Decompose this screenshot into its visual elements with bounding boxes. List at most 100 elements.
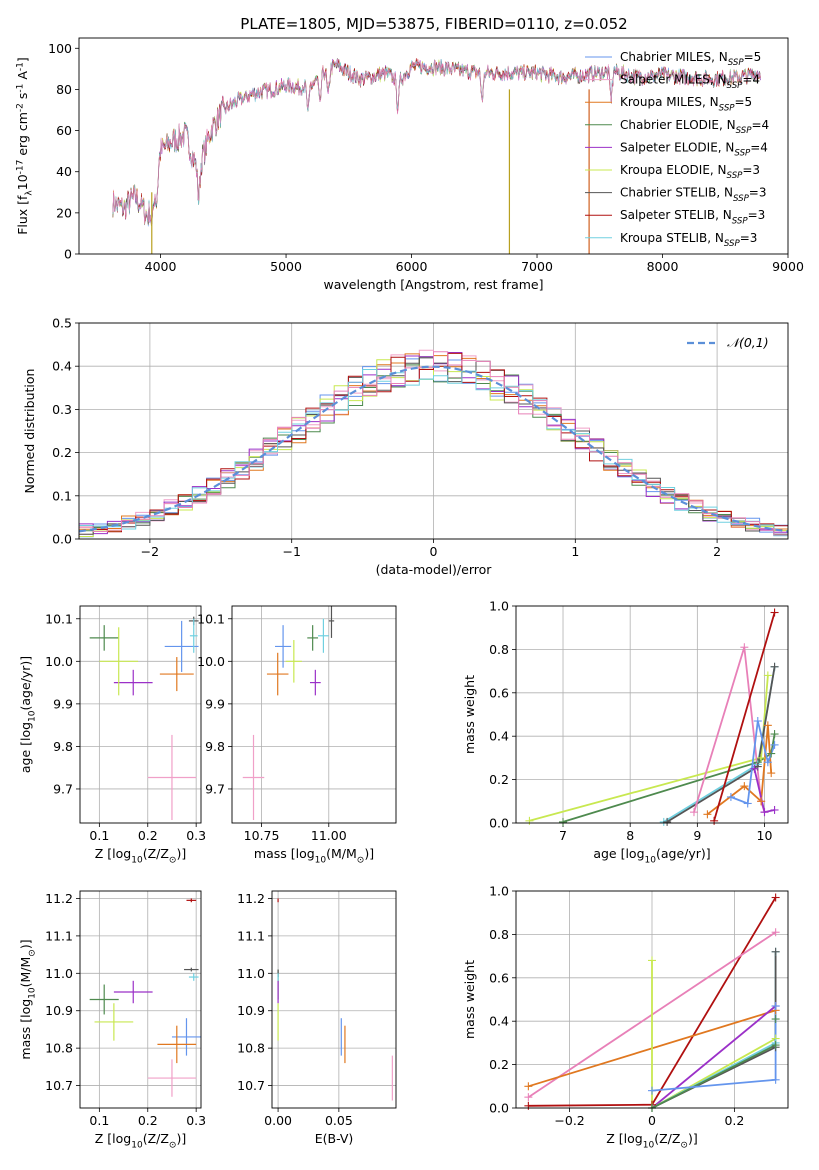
y-axis-label: Normed distribution	[22, 369, 37, 494]
y-tick-label: 10.7	[45, 1078, 73, 1093]
x-tick-label: 8	[626, 828, 634, 843]
x-axis-label: (data-model)/error	[376, 562, 493, 577]
axes-frame	[515, 605, 789, 824]
x-tick-label: 2	[713, 544, 721, 559]
x-tick-label: 0.2	[724, 1113, 744, 1128]
x-tick-label: 0.2	[138, 1113, 158, 1128]
y-tick-label: 0.2	[489, 772, 509, 787]
mass-vs-ebv-panel: 0.00 0.05 10.7 10.8 10.9 11.0 11.1 11.2 E(B-V)	[237, 890, 397, 1146]
y-tick-label: 11.2	[45, 891, 73, 906]
mass-weight-line	[651, 960, 777, 1108]
axes-frame	[515, 890, 789, 1109]
y-tick-label: 9.7	[53, 781, 73, 796]
y-tick-label: 9.9	[205, 696, 225, 711]
x-tick-label: 0.3	[186, 1113, 206, 1128]
y-tick-label: 80	[56, 82, 72, 97]
y-tick-label: 11.2	[237, 891, 265, 906]
axes-frame	[271, 890, 397, 1109]
residual-histogram-panel: −2 −1 0 1 2 0.0 0.1 0.2 0.3 0.4 0.5 (data-model)/er…	[22, 316, 789, 577]
y-tick-label: 0.8	[489, 927, 509, 942]
y-tick-label: 0.0	[489, 1101, 509, 1116]
x-tick-label: 0.3	[186, 828, 206, 843]
x-tick-label: 9	[693, 828, 701, 843]
y-tick-label: 10.1	[45, 611, 73, 626]
spectrum-model-line	[112, 58, 761, 225]
x-axis-label: Z [log10(Z/Z⊙)]	[95, 846, 186, 865]
y-tick-label: 0.2	[52, 445, 72, 460]
y-tick-label: 0.1	[52, 488, 72, 503]
x-tick-label: −0.2	[554, 1113, 584, 1128]
x-tick-label: 5000	[270, 259, 302, 274]
x-tick-label: −2	[141, 544, 159, 559]
x-tick-label: 10.75	[244, 828, 280, 843]
y-tick-label: 0.0	[52, 532, 72, 547]
x-tick-label: 7000	[521, 259, 553, 274]
legend-label: 𝒩(0,1)	[727, 335, 769, 350]
x-tick-label: 0.05	[325, 1113, 353, 1128]
plot-area	[89, 898, 201, 1097]
x-axis-label: wavelength [Angstrom, rest frame]	[323, 277, 543, 292]
legend-label: Kroupa MILES, NSSP=5	[620, 95, 752, 113]
y-tick-label: 20	[56, 205, 72, 220]
y-tick-label: 9.8	[53, 739, 73, 754]
x-axis-label: Z [log10(Z/Z⊙)]	[606, 1131, 697, 1150]
y-axis-label: Flux [fλ10-17 erg cm-2 s-1 A-1]	[15, 57, 34, 235]
axes-frame	[78, 322, 789, 540]
legend-label: Kroupa STELIB, NSSP=3	[620, 231, 757, 249]
mass-weight-line	[651, 1019, 777, 1108]
y-tick-label: 60	[56, 123, 72, 138]
x-axis-label: E(B-V)	[315, 1131, 354, 1146]
massweight-vs-age-panel: 7 8 9 10 0.0 0.2 0.4 0.6 0.8 1.0 age [log10(age/yr…	[462, 599, 789, 865]
x-tick-label: −1	[282, 544, 300, 559]
x-tick-label: 9000	[772, 259, 804, 274]
histogram-step-line	[79, 351, 788, 536]
y-tick-label: 11.0	[237, 966, 265, 981]
y-tick-label: 9.7	[205, 781, 225, 796]
mass-weight-line	[529, 675, 769, 822]
mass-weight-line	[693, 646, 766, 813]
y-tick-label: 0	[64, 247, 72, 262]
x-tick-label: 0.2	[138, 828, 158, 843]
y-tick-label: 11.1	[45, 928, 73, 943]
y-axis-label: age [log10(age/yr)]	[18, 656, 37, 773]
mass-weight-line	[651, 1005, 777, 1108]
mass-weight-line	[713, 612, 776, 822]
legend-label: Kroupa ELODIE, NSSP=3	[620, 163, 760, 181]
y-tick-label: 0.4	[489, 729, 509, 744]
axes-frame	[79, 890, 202, 1109]
y-tick-label: 11.1	[237, 928, 265, 943]
legend-label: Chabrier ELODIE, NSSP=4	[620, 118, 769, 136]
plot-area	[277, 898, 393, 1101]
x-axis-label: mass [log10(M/M⊙)]	[254, 846, 374, 865]
x-axis-label: age [log10(age/yr)]	[593, 846, 710, 865]
x-tick-label: 7	[559, 828, 567, 843]
y-tick-label: 9.9	[53, 696, 73, 711]
normal-curve-line	[79, 365, 788, 533]
plot-area	[112, 58, 761, 254]
mass-weight-line	[562, 733, 776, 823]
y-tick-label: 10.0	[197, 654, 225, 669]
axes-frame	[78, 37, 789, 255]
x-tick-label: 11.00	[311, 828, 347, 843]
x-tick-label: 4000	[145, 259, 177, 274]
y-tick-label: 0.8	[489, 642, 509, 657]
y-tick-label: 0.2	[489, 1057, 509, 1072]
axes-frame	[231, 605, 397, 824]
spectrum-panel: 4000 5000 6000 7000 8000 9000 0 20 40 60 80 100 wave…	[15, 37, 804, 292]
y-axis-label: mass [log10(M/M⊙)]	[18, 939, 37, 1059]
y-tick-label: 10.9	[45, 1003, 73, 1018]
y-tick-label: 40	[56, 164, 72, 179]
plot-area	[79, 349, 788, 539]
y-tick-label: 1.0	[489, 884, 509, 899]
x-axis-label: Z [log10(Z/Z⊙)]	[95, 1131, 186, 1150]
mass-vs-Z-panel: 0.1 0.2 0.3 10.7 10.8 10.9 11.0 11.1 11.2 Z [log1…	[18, 890, 206, 1150]
y-tick-label: 100	[48, 41, 72, 56]
legend-label: Salpeter MILES, NSSP=4	[620, 73, 760, 91]
y-tick-label: 10.1	[197, 611, 225, 626]
y-tick-label: 10.0	[45, 654, 73, 669]
plot-area	[89, 616, 199, 821]
y-tick-label: 9.8	[205, 739, 225, 754]
x-tick-label: 6000	[396, 259, 428, 274]
axes-frame	[79, 605, 202, 824]
